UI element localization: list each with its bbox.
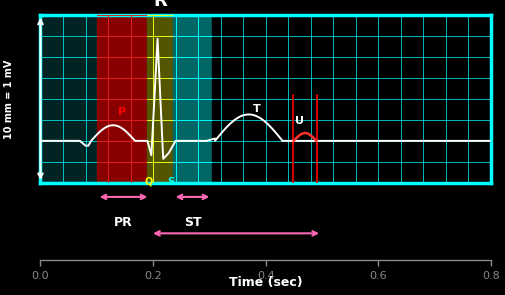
Text: P: P xyxy=(118,107,126,117)
Text: T: T xyxy=(253,104,261,114)
Text: PR: PR xyxy=(114,216,133,229)
Bar xyxy=(40,15,96,183)
Bar xyxy=(212,15,490,183)
Text: S: S xyxy=(167,177,174,187)
Bar xyxy=(96,15,147,183)
Text: Time (sec): Time (sec) xyxy=(228,276,302,289)
Text: Q: Q xyxy=(145,177,153,187)
Text: ST: ST xyxy=(183,216,201,229)
Bar xyxy=(147,15,172,183)
Text: 10 mm = 1 mV: 10 mm = 1 mV xyxy=(4,59,14,139)
Bar xyxy=(172,15,212,183)
Text: U: U xyxy=(294,117,304,127)
Text: R: R xyxy=(153,0,166,10)
Text: QT: QT xyxy=(226,245,245,258)
